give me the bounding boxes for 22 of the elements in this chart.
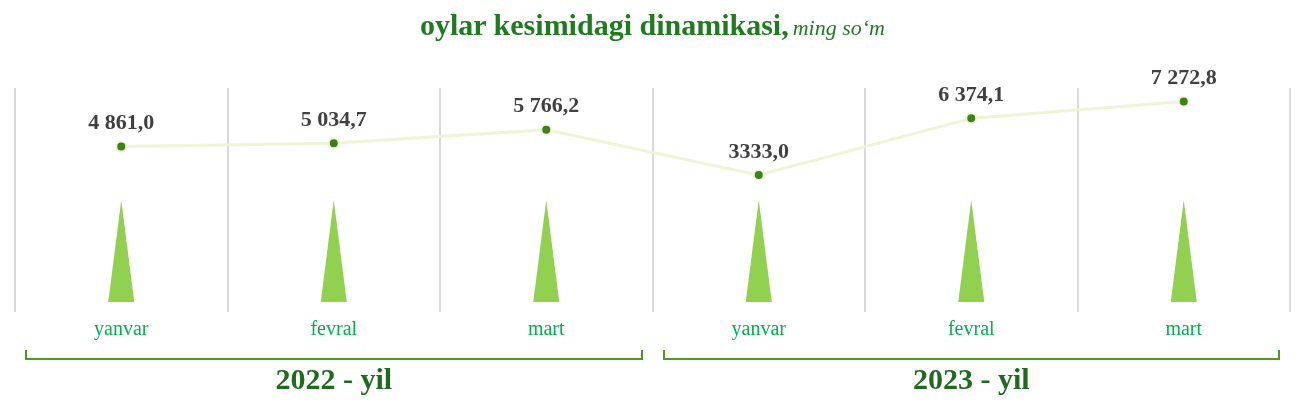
x-tick-label: fevral [947,317,995,340]
point [752,169,765,182]
data-label: 6 374,1 [938,81,1005,107]
point [1177,95,1190,108]
data-label: 3333,0 [728,137,789,163]
data-label: 4 861,0 [88,109,155,135]
x-tick-label: mart [1165,317,1203,340]
point [540,123,553,136]
point [327,137,340,150]
x-tick-label: mart [527,317,566,340]
chart-subtitle: ming so‘m [792,15,885,40]
text: 2022 - yil [274,362,394,396]
chart-title: oylar kesimidagi dinamikasi, [420,8,789,41]
data-label: 5 034,7 [300,106,367,132]
x-tick-label: fevral [310,317,358,340]
data-label: 5 766,2 [513,92,580,118]
data-label: 7 272,8 [1150,64,1217,90]
text: 2023 - yil [911,362,1031,396]
x-tick-label: yanvar [731,317,787,341]
x-tick-label: yanvar [94,317,149,341]
point [115,140,128,153]
point [965,112,978,125]
